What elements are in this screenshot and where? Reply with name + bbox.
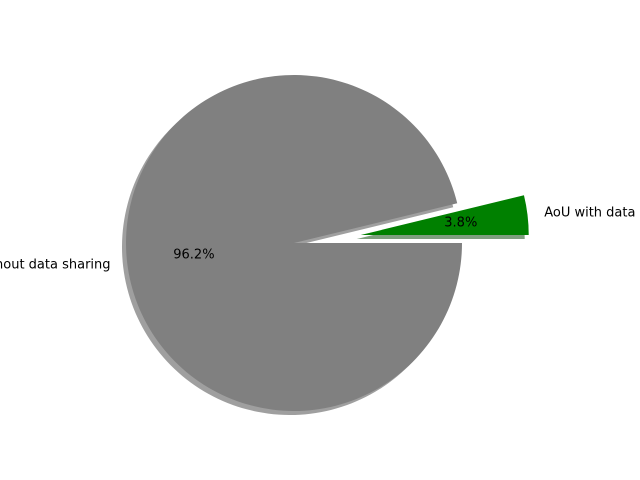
percent-label-aou-with-data-sharing: 3.8%: [444, 215, 477, 230]
category-label-aou-with-data-sharing: AoU with data sharing: [544, 205, 640, 220]
slice-layer: [125, 74, 529, 411]
percent-label-aou-without-data-sharing: 96.2%: [173, 248, 214, 263]
pie-slice-aou-without-data-sharing: [125, 74, 463, 411]
label-layer: 3.8% AoU with data sharing 96.2% AoU withou…: [0, 205, 640, 272]
pie-slice-aou-with-data-sharing: [360, 195, 529, 235]
category-label-aou-without-data-sharing: AoU without data sharing: [0, 258, 111, 273]
